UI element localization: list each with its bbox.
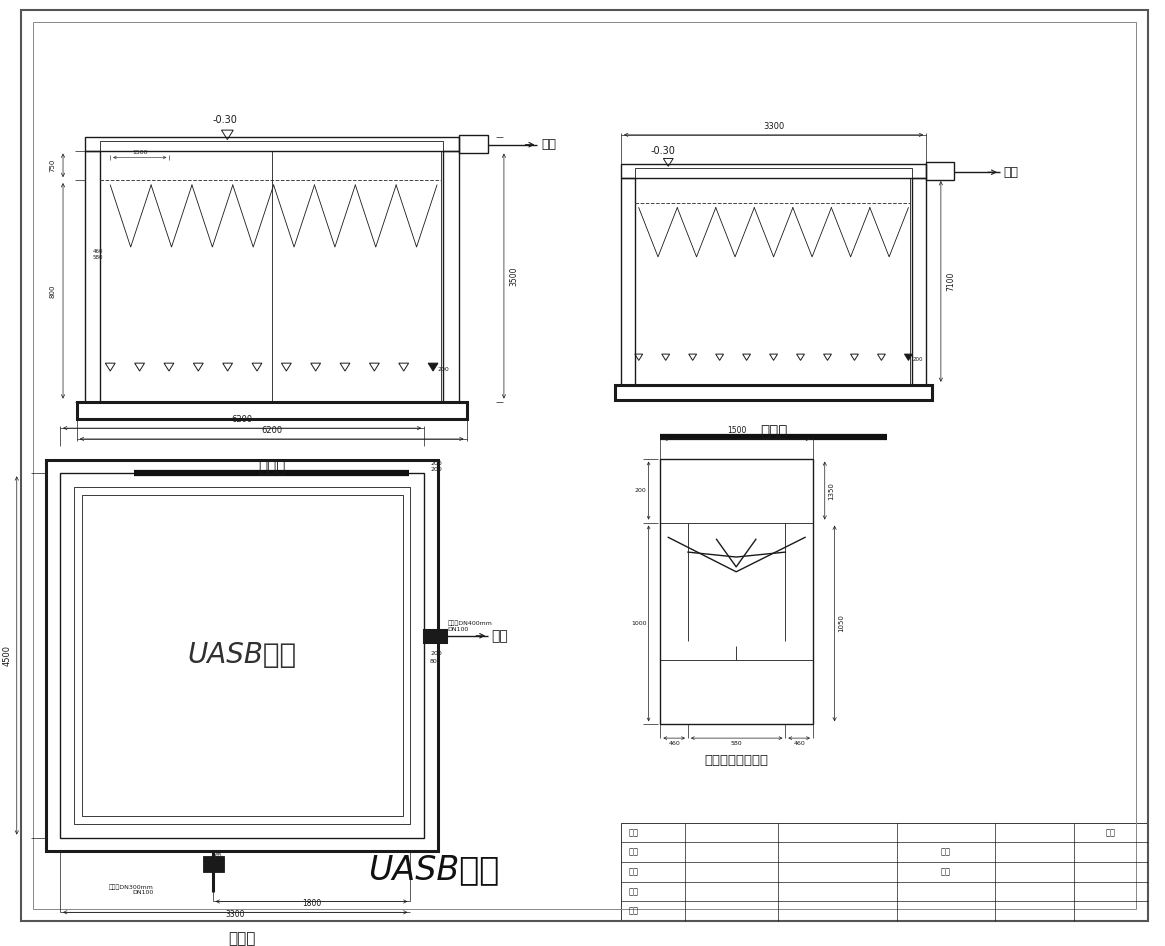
Bar: [61, 473, 424, 837]
Polygon shape: [428, 363, 438, 371]
Text: 沼排管DN400mm: 沼排管DN400mm: [447, 621, 493, 626]
Text: 1500: 1500: [727, 426, 747, 435]
Text: 1050: 1050: [839, 615, 845, 632]
Bar: [203, 856, 225, 872]
Text: 6200: 6200: [261, 426, 282, 435]
Text: 3300: 3300: [226, 910, 245, 920]
Polygon shape: [904, 354, 912, 360]
Text: 沼排管DN300mm: 沼排管DN300mm: [108, 885, 154, 889]
Bar: [73, 487, 410, 824]
Text: 3300: 3300: [763, 122, 784, 131]
Bar: [85, 137, 459, 150]
Text: 负责: 负责: [629, 828, 638, 837]
Text: DN100: DN100: [447, 627, 469, 632]
Text: 580: 580: [92, 254, 103, 260]
Text: 1800: 1800: [302, 900, 322, 908]
Text: 750: 750: [49, 159, 55, 172]
Text: 1500: 1500: [132, 150, 148, 155]
Text: 580: 580: [730, 741, 742, 746]
Text: 三项分离器示意图: 三项分离器示意图: [704, 754, 768, 767]
Text: 设计: 设计: [629, 907, 638, 916]
Bar: [85, 150, 100, 401]
Bar: [621, 823, 1148, 921]
Text: 校对: 校对: [629, 867, 638, 876]
Bar: [621, 178, 635, 385]
Text: 6200: 6200: [232, 415, 253, 424]
Text: 阶段: 阶段: [941, 867, 951, 876]
Bar: [661, 459, 813, 725]
Text: 200: 200: [635, 488, 647, 493]
Bar: [443, 150, 459, 401]
Text: 审核: 审核: [629, 887, 638, 896]
Text: 3500: 3500: [510, 267, 518, 286]
Text: -0.30: -0.30: [212, 115, 238, 125]
Text: 沼气: 沼气: [492, 629, 508, 642]
Text: 460: 460: [793, 741, 805, 746]
Text: 800: 800: [49, 284, 55, 298]
Bar: [459, 135, 488, 152]
Text: 沼气: 沼气: [1003, 166, 1018, 179]
Bar: [635, 168, 912, 178]
Text: DN100: DN100: [133, 889, 154, 895]
Text: 200: 200: [438, 366, 450, 372]
Text: 专业: 专业: [941, 848, 951, 857]
Text: 65: 65: [214, 853, 223, 858]
Text: 审批: 审批: [629, 848, 638, 857]
Bar: [77, 401, 466, 419]
Text: 主视图: 主视图: [257, 461, 285, 476]
Text: 200: 200: [912, 357, 923, 361]
Bar: [100, 141, 443, 150]
Text: 7100: 7100: [947, 272, 955, 291]
Bar: [82, 495, 403, 815]
Text: 图号: 图号: [1106, 828, 1116, 837]
Text: 460: 460: [92, 249, 103, 254]
Bar: [615, 385, 932, 399]
Text: 200: 200: [430, 461, 442, 466]
Text: 主视图: 主视图: [760, 424, 788, 439]
Bar: [912, 178, 926, 385]
Text: 俯视图: 俯视图: [228, 931, 256, 946]
Text: 1350: 1350: [828, 482, 834, 499]
Bar: [926, 163, 954, 180]
Bar: [47, 460, 438, 851]
Text: UASB池一: UASB池一: [188, 641, 297, 670]
Text: 200: 200: [430, 467, 442, 472]
Text: -0.30: -0.30: [650, 147, 676, 156]
Text: UASB池一: UASB池一: [368, 853, 500, 886]
Text: 460: 460: [669, 741, 680, 746]
Text: 1000: 1000: [631, 621, 647, 626]
Text: 200: 200: [430, 652, 442, 657]
Text: 4500: 4500: [3, 645, 12, 666]
Bar: [424, 630, 446, 641]
Text: 沼气: 沼气: [542, 138, 557, 151]
Bar: [621, 165, 926, 178]
Text: 80: 80: [430, 659, 438, 664]
